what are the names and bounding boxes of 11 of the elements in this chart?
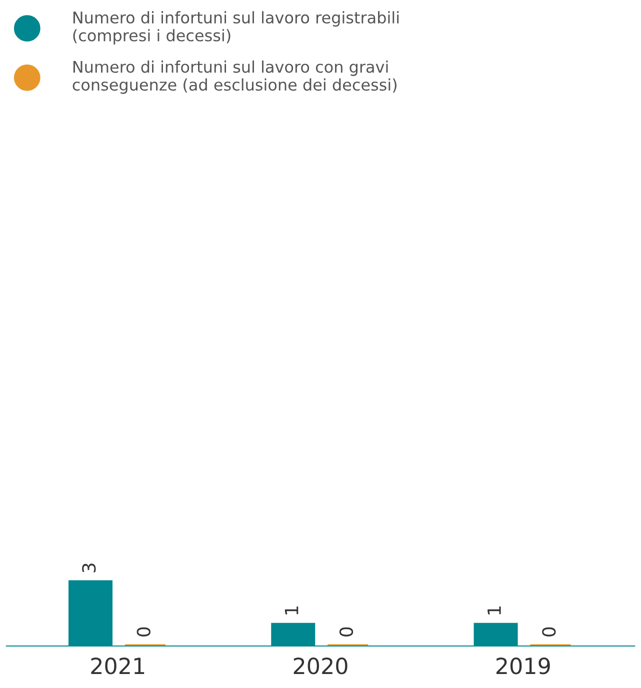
data-label: 0 bbox=[339, 627, 354, 636]
data-label: 0 bbox=[542, 627, 556, 636]
x-tick-label: 2020 bbox=[294, 658, 348, 674]
data-label: 1 bbox=[284, 606, 298, 614]
x-tick-label: 2021 bbox=[91, 658, 144, 674]
legend-label: Numero di infortuni sul lavoro con gravi conseguenze (ad esclusione dei decessi) bbox=[72, 60, 396, 94]
data-label: 3 bbox=[82, 564, 96, 572]
legend-label: Numero di infortuni sul lavoro registrabili (compresi i decessi) bbox=[73, 11, 399, 45]
data-label: 0 bbox=[136, 627, 150, 636]
data-label: 1 bbox=[488, 606, 501, 614]
x-tick-label: 2019 bbox=[496, 658, 550, 674]
